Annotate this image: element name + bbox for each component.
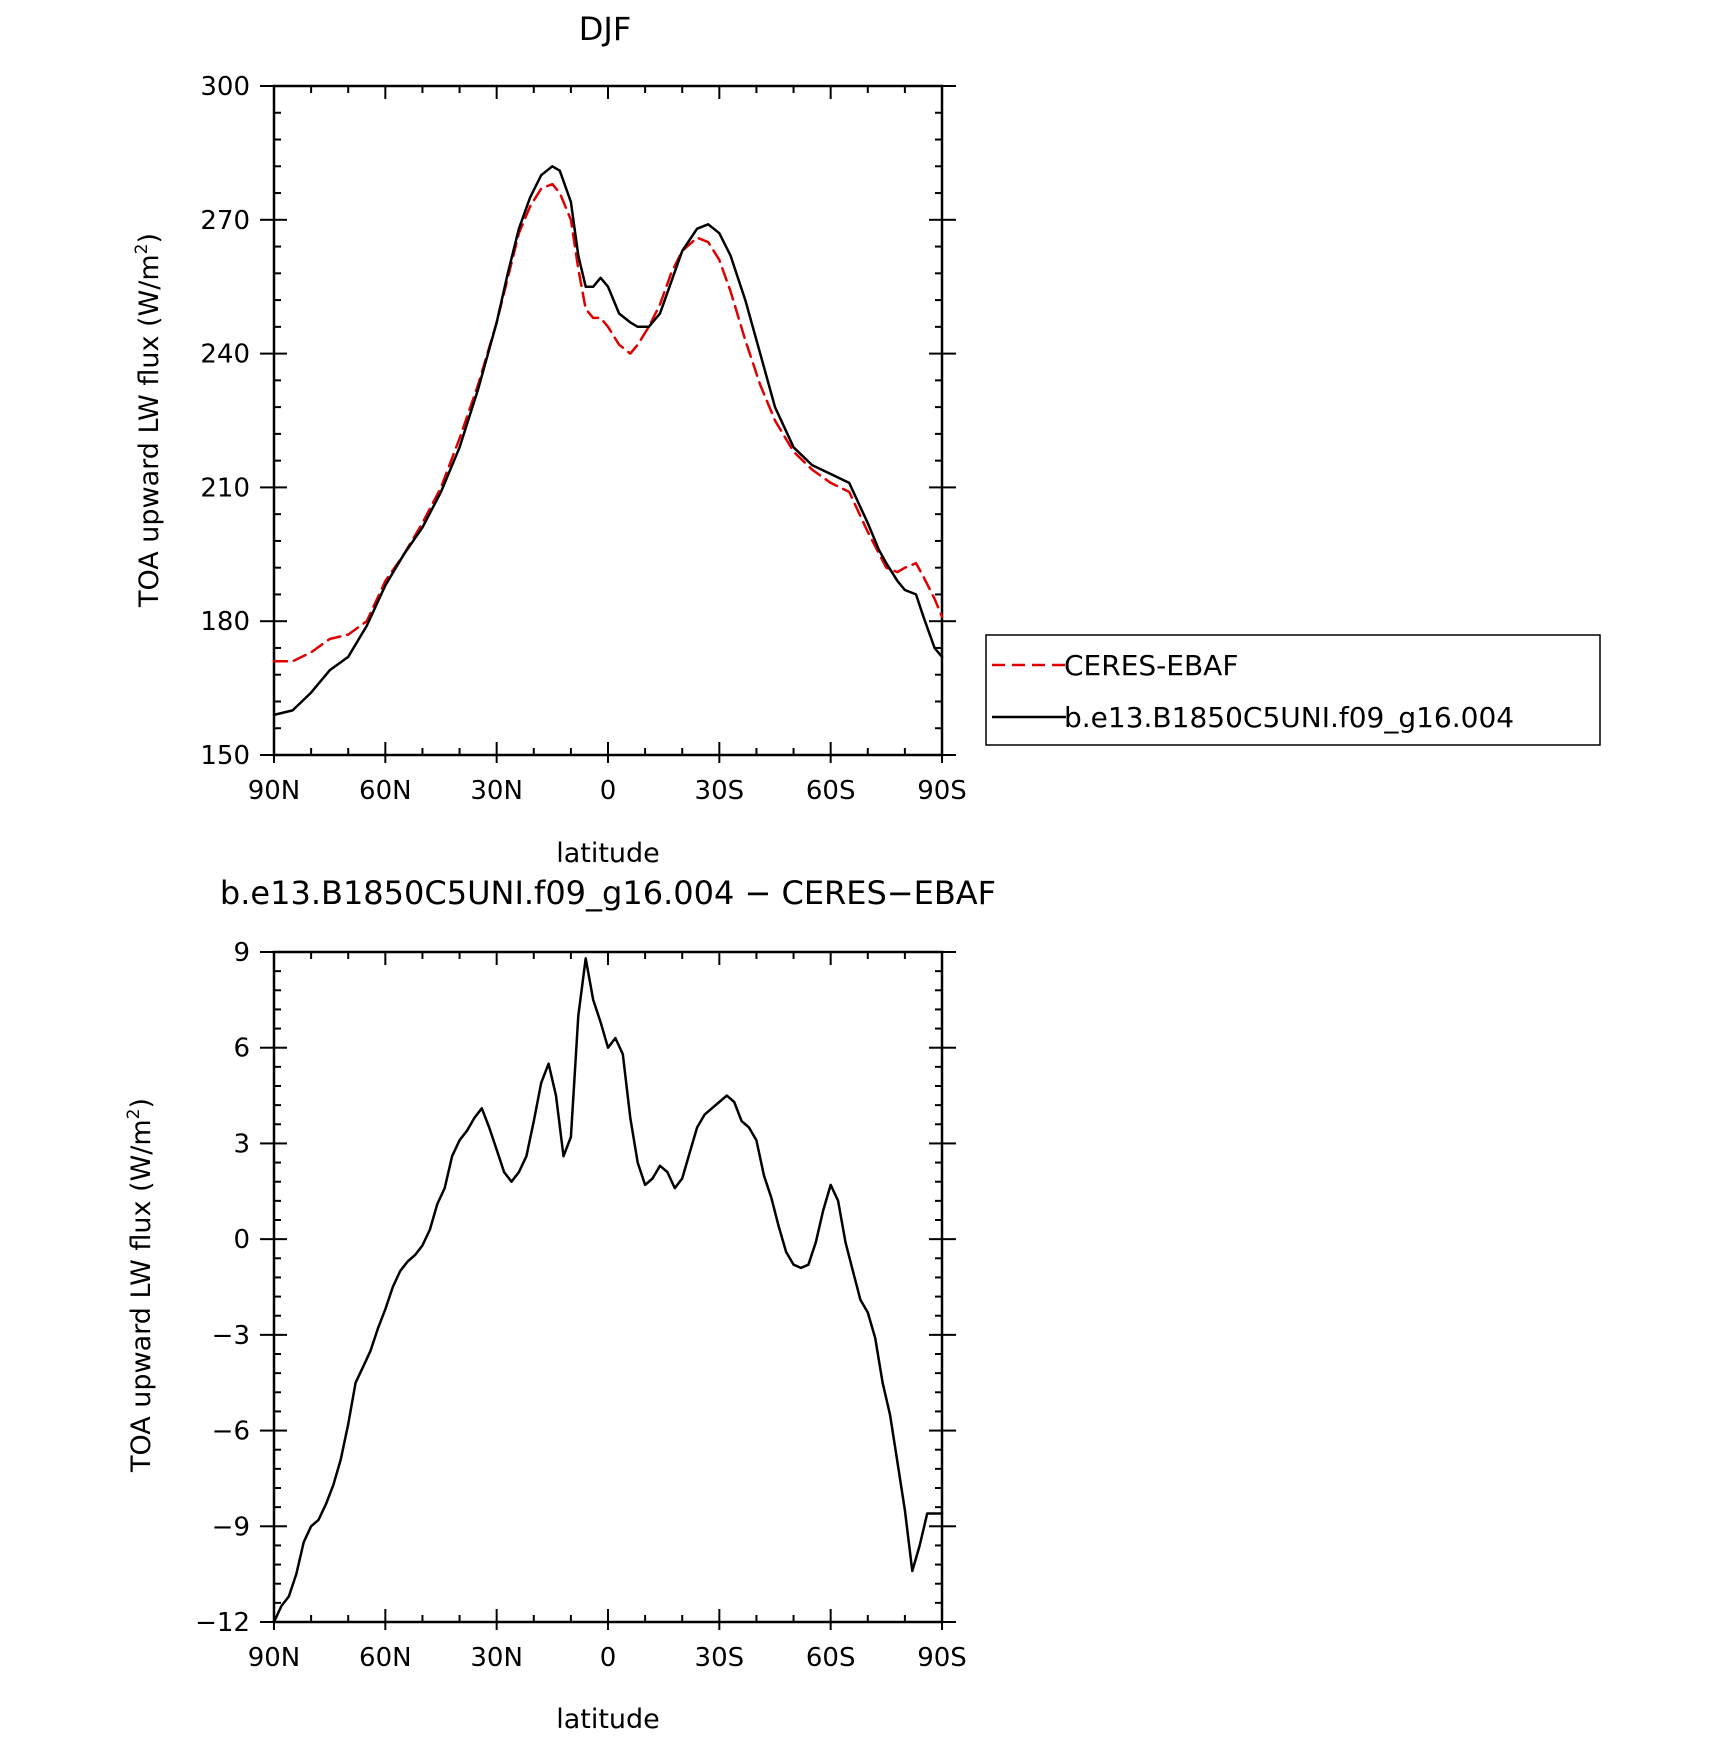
- bottom-panel-ylabel-main: TOA upward LW flux (W/m: [126, 1119, 157, 1473]
- bottom-y-tick-label: −3: [212, 1321, 250, 1351]
- bottom-series-line-0: [272, 957, 944, 1624]
- bottom-x-tick-label: 60S: [806, 1643, 856, 1673]
- bottom-y-tick-label: −9: [212, 1512, 250, 1542]
- bottom-panel-ylabel-end: ): [126, 1098, 157, 1109]
- bottom-y-tick-label: −6: [212, 1417, 250, 1447]
- bottom-y-tick-label: 6: [233, 1034, 250, 1064]
- bottom-panel-ylabel: TOA upward LW flux (W/m2): [124, 1098, 157, 1473]
- top-x-tick-label: 90S: [917, 776, 967, 806]
- top-y-tick-label: 180: [200, 607, 250, 637]
- top-panel-ylabel: TOA upward LW flux (W/m2): [132, 233, 165, 608]
- top-y-tick-label: 150: [200, 741, 250, 771]
- bottom-x-tick-label: 0: [600, 1643, 617, 1673]
- bottom-panel-ylabel-sup: 2: [124, 1109, 144, 1120]
- top-x-tick-label: 90N: [248, 776, 301, 806]
- bottom-y-tick-label: 3: [233, 1129, 250, 1159]
- legend-label-model: b.e13.B1850C5UNI.f09_g16.004: [1064, 701, 1514, 734]
- bottom-x-tick-label: 90S: [917, 1643, 967, 1673]
- bottom-panel-frame: [272, 950, 944, 1624]
- top-panel-series-layer: [272, 165, 944, 717]
- bottom-y-tick-label: 0: [233, 1225, 250, 1255]
- bottom-y-tick-label: 9: [233, 938, 250, 968]
- top-y-tick-label: 210: [200, 473, 250, 503]
- top-panel-ylabel-main: TOA upward LW flux (W/m: [134, 254, 165, 608]
- bottom-y-tick-label: −12: [195, 1608, 250, 1638]
- bottom-panel-title: b.e13.B1850C5UNI.f09_g16.004 − CERES−EBA…: [220, 874, 996, 912]
- top-panel-ylabel-sup: 2: [132, 244, 152, 255]
- top-panel-title: DJF: [579, 10, 631, 48]
- top-x-tick-label: 30S: [695, 776, 745, 806]
- top-series-line-0: [272, 182, 944, 663]
- top-x-tick-label: 0: [600, 776, 617, 806]
- bottom-x-tick-label: 30N: [470, 1643, 523, 1673]
- legend-label-ceres-ebaf: CERES-EBAF: [1064, 649, 1238, 682]
- bottom-x-tick-label: 90N: [248, 1643, 301, 1673]
- bottom-x-tick-label: 30S: [695, 1643, 745, 1673]
- bottom-x-tick-label: 60N: [359, 1643, 412, 1673]
- top-panel-xlabel: latitude: [556, 838, 660, 869]
- top-x-tick-label: 60S: [806, 776, 856, 806]
- bottom-panel-series-layer: [272, 957, 944, 1624]
- bottom-panel-xlabel: latitude: [556, 1704, 660, 1735]
- bottom-panel-ticks: 90N 60N 30N 0 30S 60S 90S −12 −9 −6 −3 0 3 6 9: [195, 938, 967, 1673]
- top-panel-ylabel-end: ): [134, 233, 165, 244]
- legend-box: [985, 634, 1601, 746]
- bottom-panel: b.e13.B1850C5UNI.f09_g16.004 − CERES−EBA…: [124, 874, 996, 1735]
- top-x-tick-label: 60N: [359, 776, 412, 806]
- top-y-tick-label: 270: [200, 206, 250, 236]
- top-y-tick-label: 300: [200, 72, 250, 102]
- top-y-tick-label: 240: [200, 340, 250, 370]
- top-x-tick-label: 30N: [470, 776, 523, 806]
- top-series-line-1: [272, 165, 944, 717]
- top-panel-frame: [272, 84, 944, 757]
- legend: CERES-EBAF b.e13.B1850C5UNI.f09_g16.004: [985, 634, 1601, 746]
- top-panel-ticks: 90N 60N 30N 0 30S 60S 90S 150 180 210 240 270 300: [200, 72, 966, 806]
- top-panel: DJF 90N 60N 30N 0 30S 60S 90S 150 180 210 240 270 30…: [132, 10, 967, 869]
